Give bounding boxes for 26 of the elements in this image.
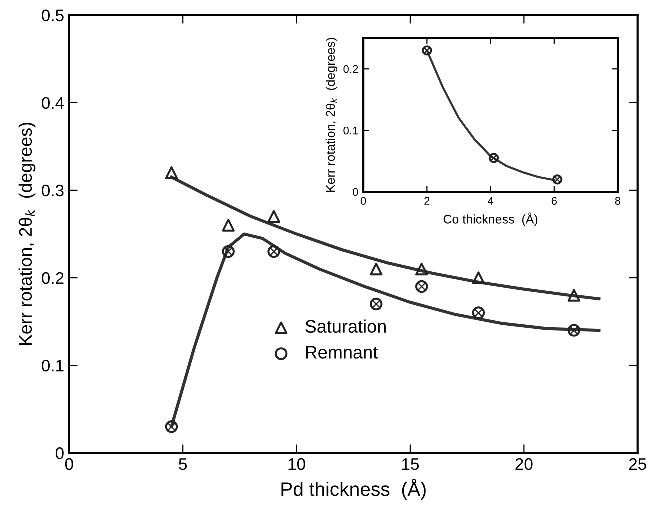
x-tick-label: 15 [402, 458, 420, 470]
x-tick-label: 10 [288, 458, 306, 470]
y-tick-label: 0.2 [42, 272, 64, 284]
y-axis-title: Kerr rotation, 2θ$_{k}$ (degrees) [326, 38, 338, 192]
y-tick-label: 0.2 [344, 65, 358, 74]
x-tick-label: 25 [629, 458, 646, 470]
y-tick-label: 0 [56, 448, 64, 460]
x-tick-label: 0 [65, 458, 74, 470]
x-tick-label: 8 [615, 197, 621, 206]
x-tick-label: 20 [516, 458, 533, 470]
y-tick-label: 0.1 [42, 360, 64, 372]
legend-label: Remnant [306, 346, 378, 359]
x-tick-label: 4 [488, 197, 494, 205]
legend-label: Saturation [306, 320, 386, 334]
x-tick-label: 6 [552, 197, 558, 206]
x-tick-label: 0 [360, 197, 366, 206]
y-tick-label: 0.4 [42, 97, 64, 110]
x-axis-title: Co thickness (Å) [444, 212, 538, 226]
x-tick-label: 2 [424, 197, 430, 205]
y-tick-label: 0.3 [42, 184, 64, 197]
y-tick-label: 0 [352, 188, 358, 196]
x-tick-label: 5 [179, 458, 188, 470]
y-tick-label: 0.1 [344, 126, 358, 135]
y-tick-label: 0.5 [42, 10, 64, 22]
y-axis-title: Kerr rotation, 2θ$_{k}$ (degrees) [18, 123, 36, 346]
x-axis-title: Pd thickness (Å) [282, 479, 426, 500]
